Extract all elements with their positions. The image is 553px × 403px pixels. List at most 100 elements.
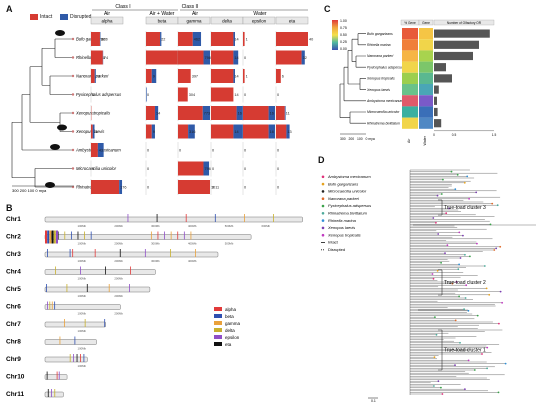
chromosome-tick-4-100: 100Mb: [78, 294, 87, 298]
chr2-cluster-block: [53, 230, 56, 244]
bar-disrupted-4-4: [268, 106, 275, 120]
bar-intact-7-2: [178, 161, 204, 176]
c-col-header-0: % Gene: [404, 21, 416, 25]
bar-label-intact-2-3: 14: [234, 75, 238, 79]
d-tip-dot: [455, 281, 458, 283]
d-tip-dot: [499, 290, 502, 293]
heat-cell-gene-8: [419, 117, 433, 129]
d-tip-dot: [451, 282, 454, 285]
bar-label-zero-6-5: 0: [277, 149, 279, 153]
heat-cell-gene-3: [419, 61, 433, 73]
c-species-label-8: Rhinatrema bivittatum: [367, 121, 400, 125]
c-col-header-1: Gene: [422, 21, 430, 25]
c-tree-c: [351, 38, 358, 62]
bar-intact-2-4: [243, 69, 245, 83]
legend-label-eta: eta: [225, 342, 232, 347]
bar-intact-0-4: [243, 32, 245, 46]
d-tip-dot: [469, 255, 471, 258]
tree-bufo-rhinella: [54, 38, 72, 58]
legend-label-delta: delta: [225, 328, 235, 333]
d-tip-dot: [488, 293, 491, 296]
bar-label-zero-8-5: 0: [277, 186, 279, 190]
c-species-label-4: Xenopus tropicalis: [366, 77, 395, 81]
species-label-4: Xenopus tropicalis: [75, 111, 111, 116]
heat-scale-tick-1: 0.75: [340, 26, 347, 30]
bar-label-zero-7-4: 0: [244, 167, 246, 171]
bar-disrupted-5-5: [286, 124, 290, 139]
d-legend-dot-2: [321, 190, 325, 193]
heat-scale-tick-3: 0.25: [340, 40, 347, 44]
bar-intact-2-2: [178, 69, 191, 83]
c-scale-label-1: 200: [349, 137, 355, 141]
bar-intact-5-1: [146, 124, 152, 139]
bar-intact-4-5: [276, 106, 285, 120]
bar-label-intact-2-4: 1: [246, 75, 248, 79]
bar-intact-1-5: [276, 50, 302, 65]
bar-label-zero-8-1: 0: [147, 186, 149, 190]
heat-cell-gene-6: [419, 95, 433, 107]
d-tip-dot: [462, 234, 464, 237]
d-tip-dot: [445, 212, 448, 215]
d-tip-dot: [440, 386, 442, 389]
caecilian-silhouette-icon: [45, 182, 55, 188]
species-node-2: [71, 74, 75, 78]
bar-label-zero-8-4: 0: [244, 186, 246, 190]
species-node-4: [71, 111, 75, 115]
env-header-1: Air + Water: [150, 11, 175, 17]
bar-disrupted-5-2: [188, 124, 195, 139]
c-species-label-1: Rhinella marina: [367, 43, 391, 47]
bar-disrupted-5-4: [268, 124, 275, 139]
bar-disrupted-2-0: [94, 69, 96, 83]
chromosome-label-5: Chr6: [6, 304, 21, 311]
bar-label-intact-1-2: 798: [205, 56, 211, 60]
bar-disrupted-4-1: [154, 106, 159, 120]
gene-header-epsilon: epsilon: [252, 19, 267, 24]
bar-label-intact-5-4: 16: [270, 130, 274, 134]
bar-intact-4-2: [178, 106, 203, 120]
chromosome-bar-4: [44, 286, 151, 293]
d-tip-dot: [464, 297, 467, 299]
bar-intact-5-5: [276, 124, 287, 139]
bar-intact-2-1: [146, 69, 152, 83]
c-species-label-0: Bufo gargarizans: [367, 32, 393, 36]
d-legend-label-5: Rhinatrema bivittatum: [328, 211, 368, 216]
panel-a: A Intact Disrupted Class I Class II Air Air…: [0, 0, 318, 200]
d-tip-dot: [435, 221, 437, 224]
c-bar-5: [434, 85, 439, 94]
d-legend-label-1: Bufo gargarizans: [328, 181, 358, 186]
d-tip-dot: [431, 273, 434, 275]
bar-disrupted-1-3: [233, 50, 239, 65]
c-species-label-3: Pyxicephalus adspersus: [367, 65, 404, 69]
species-node-0: [71, 37, 75, 41]
bar-label-zero-3-5: 0: [277, 93, 279, 97]
bar-label-zero-7-3: 0: [212, 167, 214, 171]
d-tip-dot: [504, 362, 507, 365]
bar-label-intact-3-2: 304: [189, 93, 195, 97]
d-tip-dot: [473, 369, 476, 371]
c-bar-3: [434, 63, 446, 72]
d-tip-dot: [466, 175, 469, 178]
d-legend-label-2: Microcaecilia unicolor: [328, 189, 367, 194]
gene-header-beta: beta: [158, 19, 167, 24]
gene-header-gamma: gamma: [186, 19, 202, 24]
bar-intact-0-1: [146, 32, 161, 46]
panel-b: B Chr1 100Mb 200Mb 300Mb 400Mb 500Mb 600Mb Chr2…: [0, 203, 318, 403]
d-tip-dot: [448, 207, 450, 210]
d-tip-dot: [435, 333, 438, 336]
bar-intact-1-0: [91, 50, 103, 65]
d-tip-dot: [436, 194, 439, 197]
d-cluster-1-bracket: [438, 329, 443, 371]
chr2-cluster-block: [49, 230, 52, 244]
tree-scale-label: 300 200 100 0 mya: [12, 188, 47, 193]
bar-intact-5-4: [243, 124, 269, 139]
d-tip-dot: [454, 364, 456, 367]
legend-label-gamma: gamma: [225, 321, 241, 326]
legend-label-alpha: alpha: [225, 307, 237, 312]
chr2-cluster-block: [51, 230, 54, 244]
bar-intact-8-0: [91, 180, 120, 194]
panel-d-letter: D: [318, 155, 325, 165]
chromosome-bar-7: [44, 339, 97, 345]
d-tip-dot: [463, 181, 466, 184]
d-tip-dot: [465, 284, 468, 287]
